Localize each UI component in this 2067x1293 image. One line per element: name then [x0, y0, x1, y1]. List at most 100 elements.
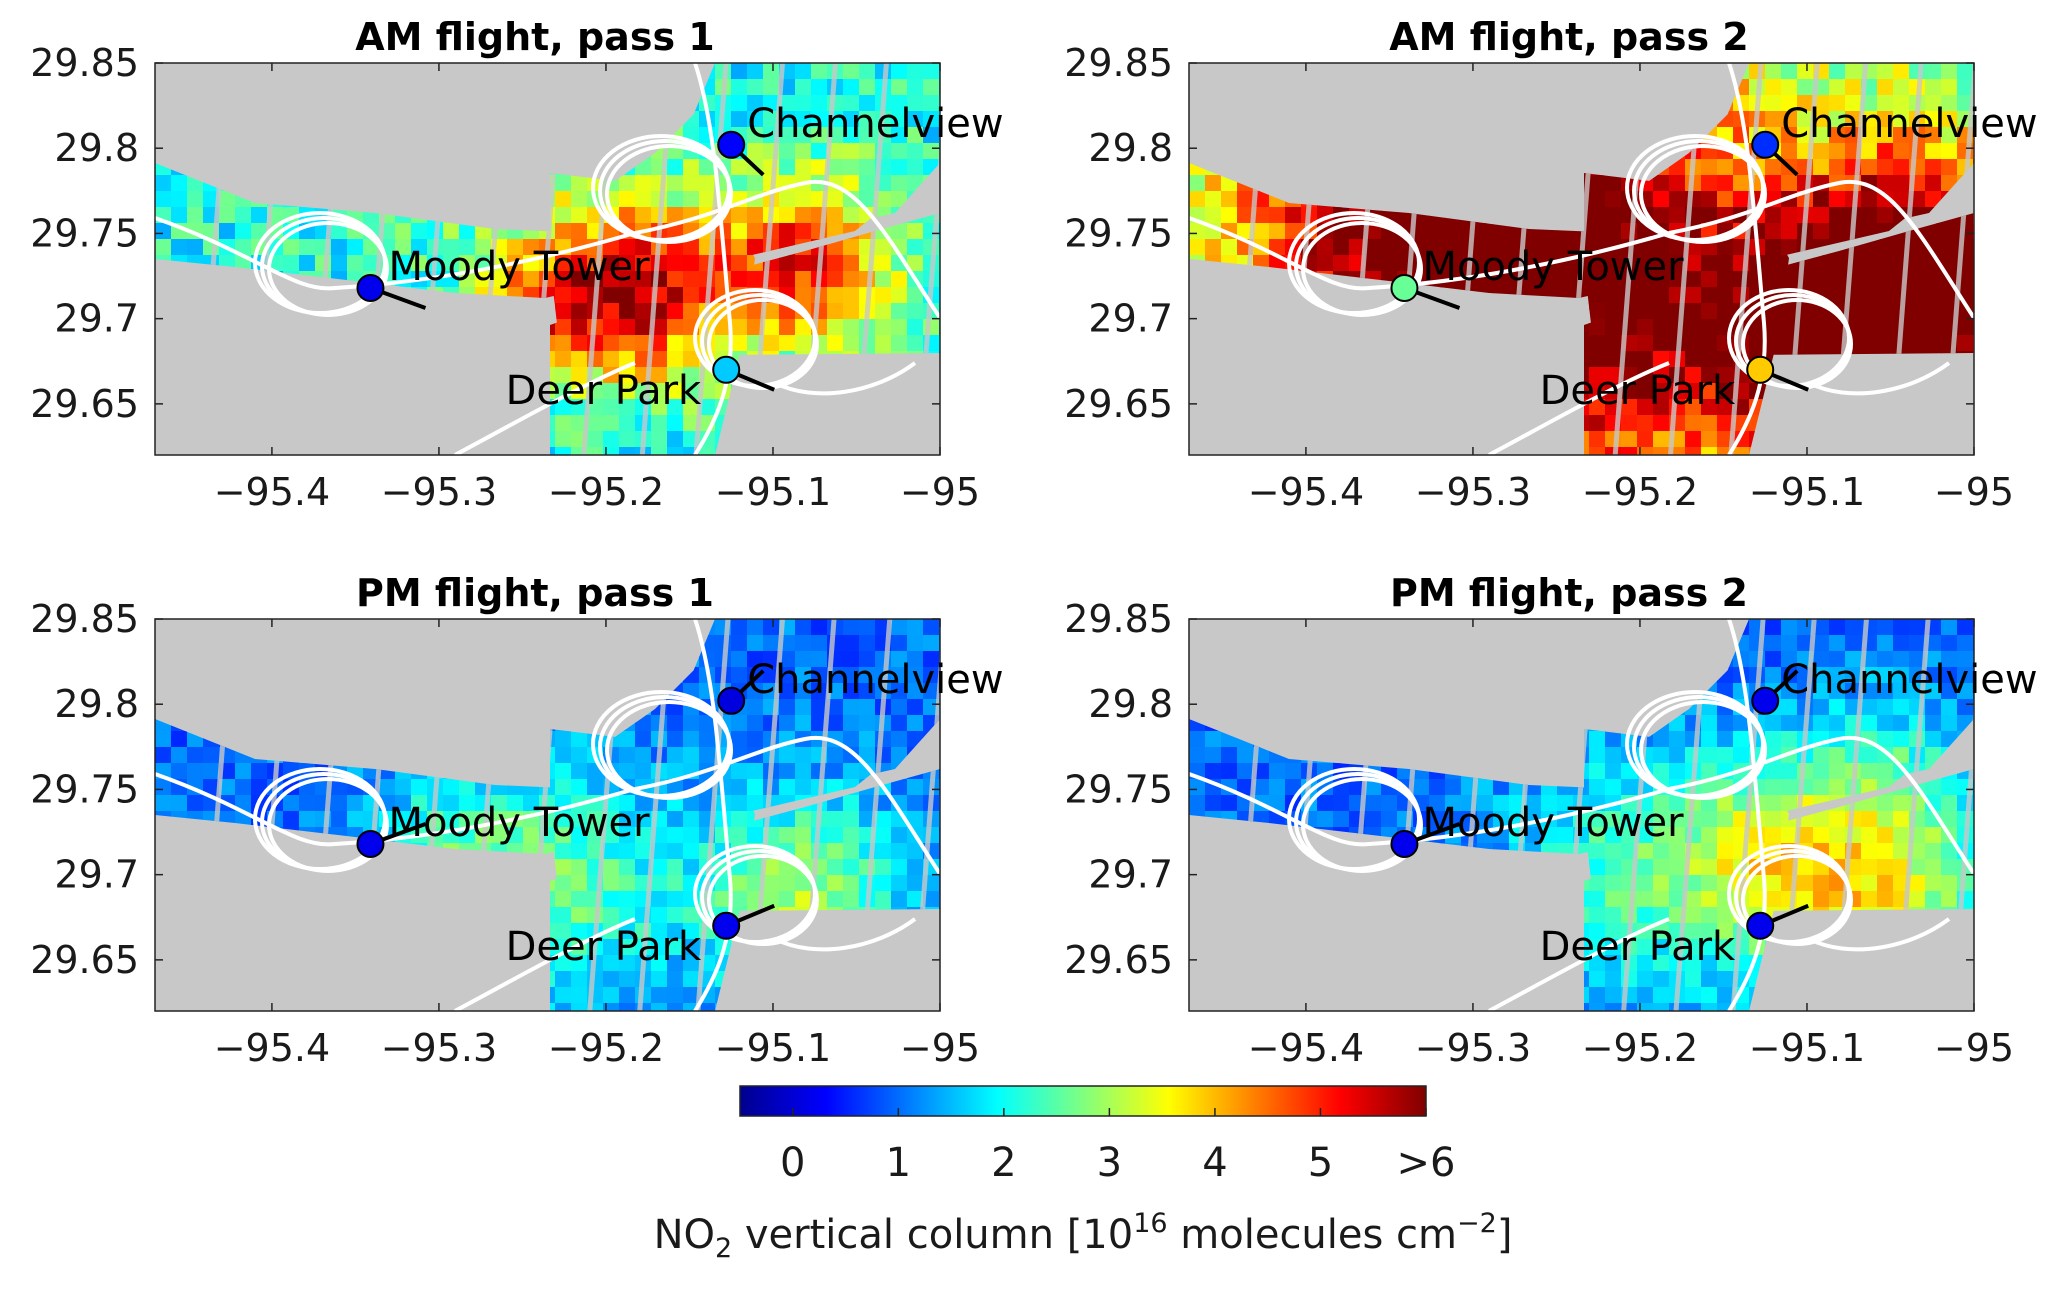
heatmap-cell [1445, 223, 1462, 240]
heatmap-cell [939, 239, 956, 256]
heatmap-cell [1605, 319, 1622, 336]
heatmap-cell [763, 619, 780, 636]
heatmap-cell [1909, 891, 1926, 908]
heatmap-cell [619, 319, 636, 336]
heatmap-cell [843, 335, 860, 352]
heatmap-cell [1877, 175, 1894, 192]
heatmap-cell [795, 747, 812, 764]
site-label: Channelview [747, 657, 1003, 703]
heatmap-cell [1701, 335, 1718, 352]
heatmap-cell [1973, 351, 1990, 368]
heatmap-cell [1845, 63, 1862, 80]
heatmap-cell [795, 191, 812, 208]
heatmap-cell [619, 891, 636, 908]
heatmap-cell [1893, 731, 1910, 748]
heatmap-cell [1877, 731, 1894, 748]
heatmap-cell [1861, 159, 1878, 176]
heatmap-cell [1381, 795, 1398, 812]
heatmap-cell [763, 635, 780, 652]
heatmap-cell [1621, 415, 1638, 432]
heatmap-cell [843, 79, 860, 96]
heatmap-cell [1429, 223, 1446, 240]
heatmap-cell [939, 763, 956, 780]
heatmap-cell [1941, 63, 1958, 80]
heatmap-cell [795, 811, 812, 828]
heatmap-cell [1717, 191, 1734, 208]
heatmap-cell [731, 827, 748, 844]
heatmap-cell [683, 191, 700, 208]
heatmap-cell [1909, 875, 1926, 892]
heatmap-cell [939, 287, 956, 304]
heatmap-cell [283, 795, 300, 812]
heatmap-cell [1269, 223, 1286, 240]
heatmap-cell [1973, 159, 1990, 176]
heatmap-cell [939, 79, 956, 96]
heatmap-cell [1797, 875, 1814, 892]
heatmap-cell [731, 619, 748, 636]
heatmap-cell [1765, 811, 1782, 828]
heatmap-cell [859, 63, 876, 80]
heatmap-cell [779, 335, 796, 352]
heatmap-cell [939, 335, 956, 352]
heatmap-cell [1973, 811, 1990, 828]
heatmap-cell [1701, 319, 1718, 336]
heatmap-cell [1941, 159, 1958, 176]
site-label: Moody Tower [1422, 244, 1684, 290]
heatmap-cell [667, 351, 684, 368]
heatmap-cell [939, 891, 956, 908]
heatmap-cell [875, 811, 892, 828]
heatmap-cell [235, 223, 252, 240]
heatmap-cell [1765, 779, 1782, 796]
heatmap-cell [747, 271, 764, 288]
heatmap-cell [1813, 635, 1830, 652]
heatmap-cell [843, 811, 860, 828]
heatmap-cell [555, 191, 572, 208]
heatmap-cell [1221, 763, 1238, 780]
heatmap-cell [1925, 731, 1942, 748]
heatmap-cell [1925, 891, 1942, 908]
site-marker [718, 132, 744, 158]
heatmap-cell [1893, 79, 1910, 96]
heatmap-cell [571, 191, 588, 208]
heatmap-cell [1765, 111, 1782, 128]
heatmap-cell [1877, 827, 1894, 844]
heatmap-cell [1765, 79, 1782, 96]
heatmap-cell [1685, 415, 1702, 432]
heatmap-cell [1973, 731, 1990, 748]
heatmap-cell [1685, 351, 1702, 368]
panel-title: AM flight, pass 1 [355, 15, 714, 59]
heatmap-cell [1925, 79, 1942, 96]
heatmap-cell [1893, 715, 1910, 732]
heatmap-cell [1973, 827, 1990, 844]
heatmap-cell [1637, 891, 1654, 908]
heatmap-cell [1189, 223, 1206, 240]
heatmap-cell [1589, 731, 1606, 748]
heatmap-cell [347, 239, 364, 256]
heatmap-cell [1589, 875, 1606, 892]
heatmap-cell [1925, 175, 1942, 192]
heatmap-cell [763, 335, 780, 352]
heatmap-cell [571, 987, 588, 1004]
heatmap-cell [1605, 207, 1622, 224]
heatmap-cell [667, 303, 684, 320]
heatmap-cell [763, 63, 780, 80]
heatmap-cell [1701, 747, 1718, 764]
heatmap-cell [907, 795, 924, 812]
heatmap-cell [331, 811, 348, 828]
heatmap-cell [651, 351, 668, 368]
heatmap-cell [1717, 859, 1734, 876]
heatmap-cell [1973, 367, 1990, 384]
heatmap-cell [667, 715, 684, 732]
heatmap-cell [907, 319, 924, 336]
heatmap-cell [1941, 223, 1958, 240]
heatmap-cell [1637, 907, 1654, 924]
x-tick-label: −95.4 [214, 1026, 330, 1070]
heatmap-cell [1973, 635, 1990, 652]
heatmap-cell [1701, 431, 1718, 448]
heatmap-cell [555, 335, 572, 352]
heatmap-cell [1653, 731, 1670, 748]
heatmap-cell [667, 747, 684, 764]
heatmap-cell [827, 715, 844, 732]
heatmap-cell [1893, 635, 1910, 652]
heatmap-cell [1829, 635, 1846, 652]
